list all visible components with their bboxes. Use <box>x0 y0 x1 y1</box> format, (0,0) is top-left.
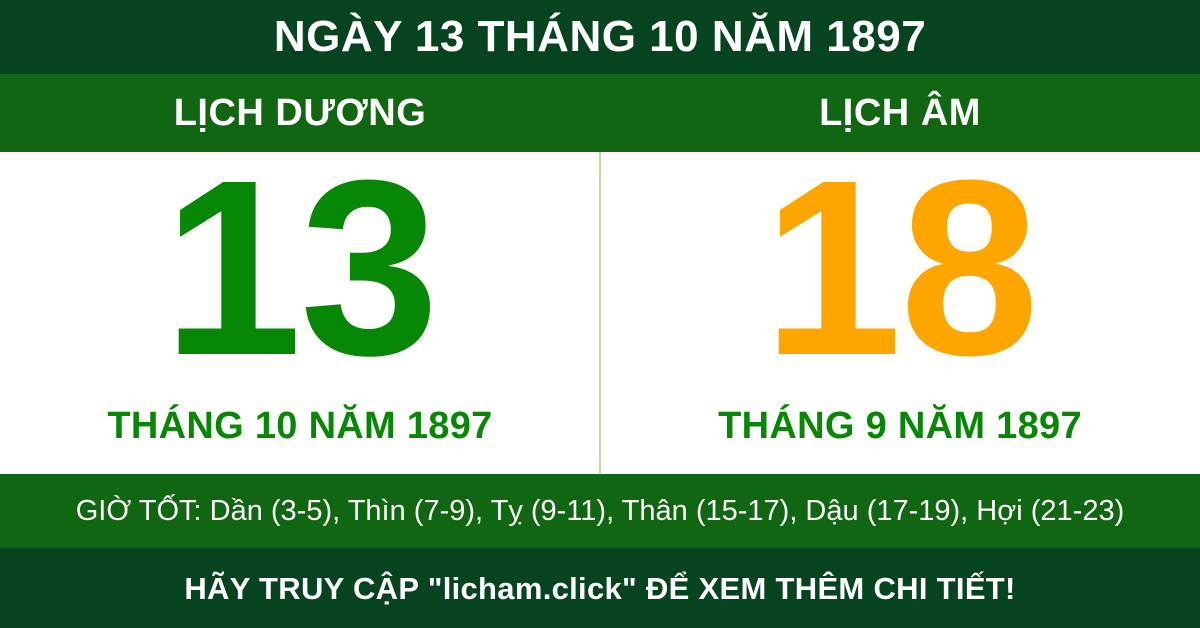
lunar-calendar-heading-cell: LỊCH ÂM <box>600 74 1200 152</box>
lunar-day-column: 18 THÁNG 9 NĂM 1897 <box>600 128 1200 474</box>
lunar-day-number: 18 <box>762 128 1039 407</box>
page-title: NGÀY 13 THÁNG 10 NĂM 1897 <box>273 12 927 61</box>
footer-cta-band: HÃY TRUY CẬP "licham.click" ĐỂ XEM THÊM … <box>0 548 1200 628</box>
lunar-month-year-label: THÁNG 9 NĂM 1897 <box>718 405 1082 447</box>
solar-month-year-label: THÁNG 10 NĂM 1897 <box>107 405 493 447</box>
solar-day-column: 13 THÁNG 10 NĂM 1897 <box>0 128 600 474</box>
good-hours-text: GIỜ TỐT: Dần (3-5), Thìn (7-9), Tỵ (9-11… <box>75 494 1125 527</box>
title-band: NGÀY 13 THÁNG 10 NĂM 1897 <box>0 0 1200 74</box>
calendar-type-band: LỊCH DƯƠNG LỊCH ÂM <box>0 74 1200 152</box>
good-hours-band: GIỜ TỐT: Dần (3-5), Thìn (7-9), Tỵ (9-11… <box>0 474 1200 548</box>
calendar-body: 13 THÁNG 10 NĂM 1897 18 THÁNG 9 NĂM 1897 <box>0 128 1200 474</box>
solar-calendar-heading-cell: LỊCH DƯƠNG <box>0 74 600 152</box>
footer-cta-text: HÃY TRUY CẬP "licham.click" ĐỂ XEM THÊM … <box>184 570 1016 606</box>
solar-day-number: 13 <box>162 128 439 407</box>
column-divider <box>599 152 601 474</box>
solar-calendar-heading: LỊCH DƯƠNG <box>173 92 427 134</box>
lunar-calendar-heading: LỊCH ÂM <box>819 92 981 134</box>
